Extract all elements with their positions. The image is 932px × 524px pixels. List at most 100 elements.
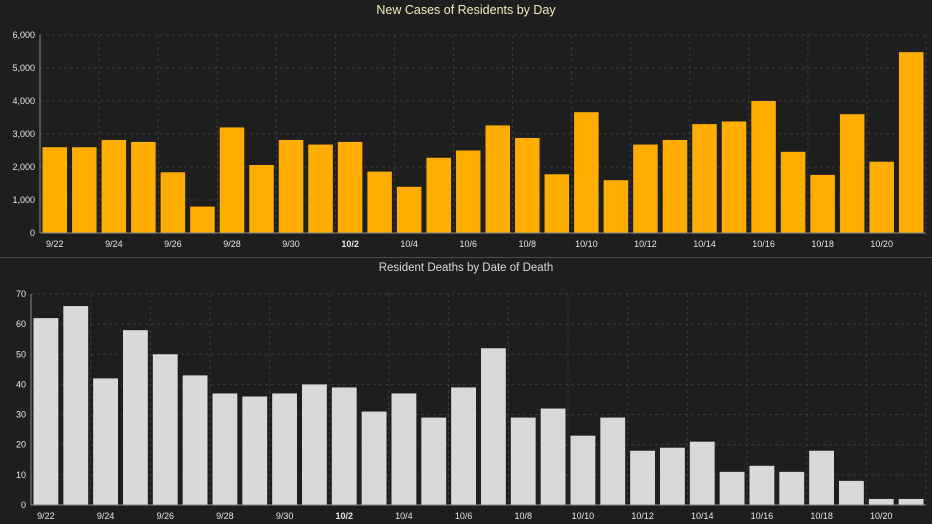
deaths-bar[interactable]: 9/24: 42 [93, 378, 118, 505]
cases-bar[interactable]: 10/3: 1860 [367, 171, 392, 233]
deaths-x-tick-label: 10/10 [572, 511, 595, 521]
deaths-bar[interactable]: 10/19: 8 [839, 480, 864, 505]
cases-bar[interactable]: 10/14: 3300 [692, 124, 717, 233]
deaths-x-tick-label: 10/6 [455, 511, 473, 521]
cases-x-tick-label: 9/22 [46, 239, 64, 249]
cases-bar[interactable]: 10/7: 3260 [485, 125, 511, 233]
cases-bar[interactable]: 9/23: 2600 [72, 147, 97, 233]
cases-x-tick-label: 10/10 [575, 239, 598, 249]
cases-x-tick-label: 9/26 [164, 239, 182, 249]
deaths-y-tick-label: 50 [16, 349, 26, 359]
cases-bar[interactable]: 10/4: 1400 [396, 186, 422, 233]
cases-bar[interactable]: 10/19: 3600 [839, 114, 865, 233]
cases-bar[interactable]: 9/22: 2600 [42, 147, 68, 233]
deaths-x-tick-label: 10/16 [751, 511, 774, 521]
deaths-x-tick-label: 10/18 [810, 511, 833, 521]
deaths-bar[interactable]: 10/10: 23 [570, 435, 596, 505]
deaths-bar[interactable]: 10/15: 11 [719, 471, 745, 505]
deaths-bar[interactable]: 9/26: 50 [152, 354, 178, 505]
deaths-bar[interactable]: 9/28: 37 [212, 393, 238, 505]
cases-bar[interactable]: 10/16: 4000 [751, 101, 776, 233]
cases-bar[interactable]: 9/29: 2060 [249, 165, 274, 233]
cases-x-tick-label: 9/30 [282, 239, 300, 249]
deaths-bar[interactable]: 9/30: 37 [272, 393, 297, 505]
cases-x-tick-label: 10/14 [693, 239, 716, 249]
cases-bar[interactable]: 10/21: 5480 [898, 52, 924, 233]
cases-bar[interactable]: 9/24: 2820 [101, 139, 127, 233]
cases-bar[interactable]: 10/2: 2760 [337, 141, 363, 233]
deaths-bar[interactable]: 9/25: 58 [123, 330, 148, 505]
deaths-bar[interactable]: 9/27: 43 [182, 375, 208, 505]
cases-y-tick-label: 4,000 [12, 96, 35, 106]
deaths-y-tick-label: 70 [16, 289, 26, 299]
cases-x-tick-label: 10/20 [870, 239, 893, 249]
deaths-bar[interactable]: 10/13: 19 [660, 447, 685, 505]
deaths-bar[interactable]: 10/14: 21 [689, 441, 715, 505]
cases-bar[interactable]: 10/8: 2880 [515, 137, 540, 233]
deaths-x-tick-label: 9/30 [276, 511, 294, 521]
deaths-bar[interactable]: 10/17: 11 [779, 471, 805, 505]
cases-y-tick-label: 2,000 [12, 162, 35, 172]
deaths-bar[interactable]: 10/7: 52 [481, 348, 506, 505]
deaths-bar[interactable]: 10/12: 18 [630, 450, 655, 505]
deaths-bar[interactable]: 10/18: 18 [809, 450, 834, 505]
cases-bar[interactable]: 10/15: 3380 [721, 121, 747, 233]
deaths-chart-panel: Resident Deaths by Date of Death 0 10 20 30… [0, 258, 932, 524]
deaths-bar[interactable]: 10/20: 2 [868, 498, 894, 505]
deaths-bar[interactable]: 10/9: 32 [540, 408, 566, 505]
deaths-x-tick-label: 9/26 [156, 511, 174, 521]
deaths-bar[interactable]: 10/1: 40 [302, 384, 327, 505]
deaths-bar[interactable]: 9/29: 36 [242, 396, 268, 505]
cases-bar[interactable]: 10/12: 2680 [633, 144, 658, 233]
deaths-bar[interactable]: 10/4: 37 [391, 393, 417, 505]
cases-bar[interactable]: 10/1: 2680 [308, 144, 333, 233]
cases-bar[interactable]: 10/18: 1760 [810, 174, 835, 233]
cases-bar[interactable]: 9/27: 800 [190, 206, 215, 233]
cases-x-tick-label: 10/12 [634, 239, 657, 249]
cases-bar[interactable]: 9/26: 1840 [160, 172, 186, 233]
cases-x-tick-label: 10/2 [341, 239, 359, 249]
deaths-x-tick-label: 10/12 [631, 511, 654, 521]
deaths-bar[interactable]: 10/21: 2 [898, 498, 924, 505]
cases-x-tick-label: 10/8 [519, 239, 537, 249]
deaths-x-tick-label: 10/2 [335, 511, 353, 521]
cases-bar-chart: 0 1,000 2,000 3,000 4,000 5,000 6,000 9/22: 260… [12, 30, 927, 249]
cases-chart-panel: New Cases of Residents by Day 0 1,000 2,00… [0, 0, 932, 258]
cases-bar[interactable]: 10/5: 2280 [426, 157, 451, 233]
cases-bar[interactable]: 10/11: 1600 [603, 180, 629, 233]
cases-bar[interactable]: 9/28: 3200 [219, 127, 245, 233]
deaths-x-tick-label: 9/28 [216, 511, 234, 521]
deaths-bar[interactable]: 10/5: 29 [421, 417, 447, 505]
cases-y-tick-label: 5,000 [12, 63, 35, 73]
deaths-x-tick-label: 10/4 [395, 511, 413, 521]
deaths-bar[interactable]: 10/2: 39 [331, 387, 357, 505]
deaths-bar[interactable]: 9/22: 62 [33, 318, 59, 505]
deaths-bar[interactable]: 10/11: 29 [600, 417, 626, 505]
cases-chart-title: New Cases of Residents by Day [376, 3, 556, 17]
deaths-y-tick-label: 60 [16, 319, 26, 329]
deaths-y-tick-label: 10 [16, 470, 26, 480]
deaths-bar[interactable]: 10/16: 13 [749, 465, 775, 505]
deaths-bar[interactable]: 9/23: 66 [63, 306, 89, 505]
deaths-bar[interactable]: 10/6: 39 [451, 387, 476, 505]
cases-x-tick-label: 9/24 [105, 239, 123, 249]
deaths-bar[interactable]: 10/3: 31 [361, 411, 387, 505]
cases-x-tick-label: 10/4 [400, 239, 418, 249]
cases-bar[interactable]: 10/9: 1780 [544, 174, 570, 233]
cases-y-tick-label: 6,000 [12, 30, 35, 40]
cases-bar[interactable]: 10/6: 2500 [455, 150, 481, 234]
deaths-chart-title: Resident Deaths by Date of Death [378, 262, 554, 274]
deaths-x-tick-label: 10/20 [870, 511, 893, 521]
deaths-bar[interactable]: 10/8: 29 [510, 417, 536, 505]
cases-bar[interactable]: 10/20: 2160 [869, 161, 894, 233]
cases-bar[interactable]: 10/17: 2460 [780, 151, 806, 233]
cases-bar[interactable]: 9/30: 2820 [278, 139, 304, 233]
cases-bar[interactable]: 9/25: 2760 [131, 141, 156, 233]
cases-bar[interactable]: 10/13: 2820 [662, 139, 688, 233]
deaths-x-tick-label: 9/22 [37, 511, 55, 521]
cases-x-tick-label: 10/6 [459, 239, 477, 249]
deaths-x-tick-label: 10/8 [514, 511, 532, 521]
cases-bar[interactable]: 10/10: 3660 [574, 112, 599, 233]
